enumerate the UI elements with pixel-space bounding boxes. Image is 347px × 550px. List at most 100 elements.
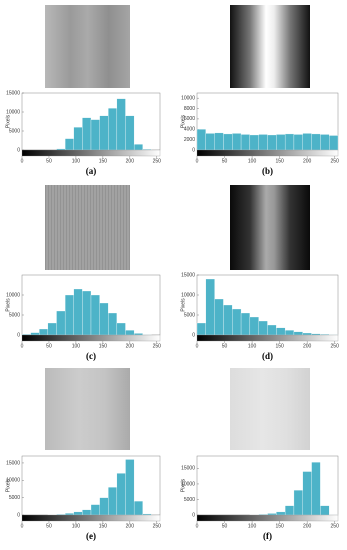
y-tick-label: 5000 [9,495,20,501]
histogram-bar [108,312,118,336]
y-axis-label: Pixels [5,478,11,492]
x-tick-label: 200 [126,343,135,349]
x-tick-label: 50 [222,343,228,349]
x-tick-label: 0 [21,158,24,164]
histogram-bar [284,133,295,151]
y-tick-label: 10000 [6,478,20,484]
x-tick-label: 150 [99,343,108,349]
histogram-bar [284,330,295,336]
histogram-bar [311,462,321,516]
y-axis-label: Pixels [180,478,186,492]
histogram-bar [90,504,100,516]
y-axis-label: Pixels [5,298,11,312]
x-tick-label: 100 [72,158,81,164]
y-axis-label: Pixels [5,114,11,128]
histogram-bar [214,132,224,151]
y-tick-label: 0 [17,332,20,338]
x-tick-label: 250 [331,158,340,164]
histogram-bar [223,304,233,336]
histogram-bar [311,333,321,336]
image-e [45,368,130,450]
x-tick-label: 50 [222,523,228,529]
histogram-bar [90,294,100,336]
histogram-bar [320,134,330,151]
histogram-bar [39,328,49,336]
x-tick-label: 250 [331,343,340,349]
x-tick-label: 150 [99,523,108,529]
histogram-bar [240,312,251,336]
histogram-bar [108,487,118,516]
image-a [45,5,130,88]
histogram-bar [320,505,330,516]
histogram-bar [276,134,286,151]
image-c [45,185,130,270]
x-tick-label: 200 [126,523,135,529]
panel-label: (e) [86,531,96,541]
histogram-bar [267,324,277,336]
histogram-bar [302,332,312,336]
y-tick-label: 10000 [181,481,195,487]
x-tick-label: 150 [275,343,284,349]
histogram-bar [293,490,303,516]
x-tick-label: 200 [303,343,312,349]
image-d [230,185,310,270]
histogram-bar [99,115,109,151]
histogram-bar [64,138,74,151]
x-tick-label: 150 [275,158,284,164]
x-tick-label: 50 [222,158,228,164]
histogram-bar [90,119,100,151]
y-tick-label: 0 [192,512,195,518]
y-tick-label: 15000 [181,466,195,472]
y-tick-label: 0 [17,147,20,153]
x-tick-label: 200 [303,523,312,529]
histogram-bar [284,505,295,516]
image-b [230,5,310,88]
histogram-bar [293,331,303,336]
x-tick-label: 100 [72,523,81,529]
y-axis-label: Pixels [180,114,186,128]
x-tick-label: 0 [196,523,199,529]
gray-bar [21,149,161,157]
histogram-bar [240,134,251,151]
y-tick-label: 10000 [6,109,20,115]
histogram-bar [47,322,57,336]
y-tick-label: 0 [17,512,20,518]
x-tick-label: 150 [275,523,284,529]
x-tick-label: 250 [153,158,162,164]
histogram-bar [133,333,143,336]
histogram-bar [232,133,242,151]
histogram-bar [258,320,268,336]
y-tick-label: 15000 [6,460,20,466]
histogram-bar [267,134,277,151]
x-tick-label: 250 [331,523,340,529]
gray-bar [21,514,161,522]
histogram-bar [64,294,74,336]
y-tick-label: 15000 [6,90,20,96]
y-tick-label: 0 [192,147,195,153]
panel-label: (f) [263,531,272,541]
y-tick-label: 0 [192,332,195,338]
histogram-bar [56,310,66,336]
y-tick-label: 10000 [6,292,20,298]
histogram-bar [116,98,126,151]
y-tick-label: 5000 [184,497,195,503]
panel-label: (c) [86,351,96,361]
histogram-bar [276,511,286,516]
x-tick-label: 0 [21,523,24,529]
y-tick-label: 10000 [181,292,195,298]
histogram-bar [205,278,215,336]
histogram-bar [133,144,143,151]
histogram-bar [223,133,233,151]
histogram-bar [116,322,126,336]
x-tick-label: 0 [21,343,24,349]
x-tick-label: 200 [303,158,312,164]
histogram-bar [125,115,135,151]
histogram-bar [302,471,312,516]
histogram-bar [133,500,143,516]
histogram-bar [232,308,242,336]
histogram-bar [73,288,83,336]
histogram-bar [196,129,206,151]
y-tick-label: 5000 [9,312,20,318]
